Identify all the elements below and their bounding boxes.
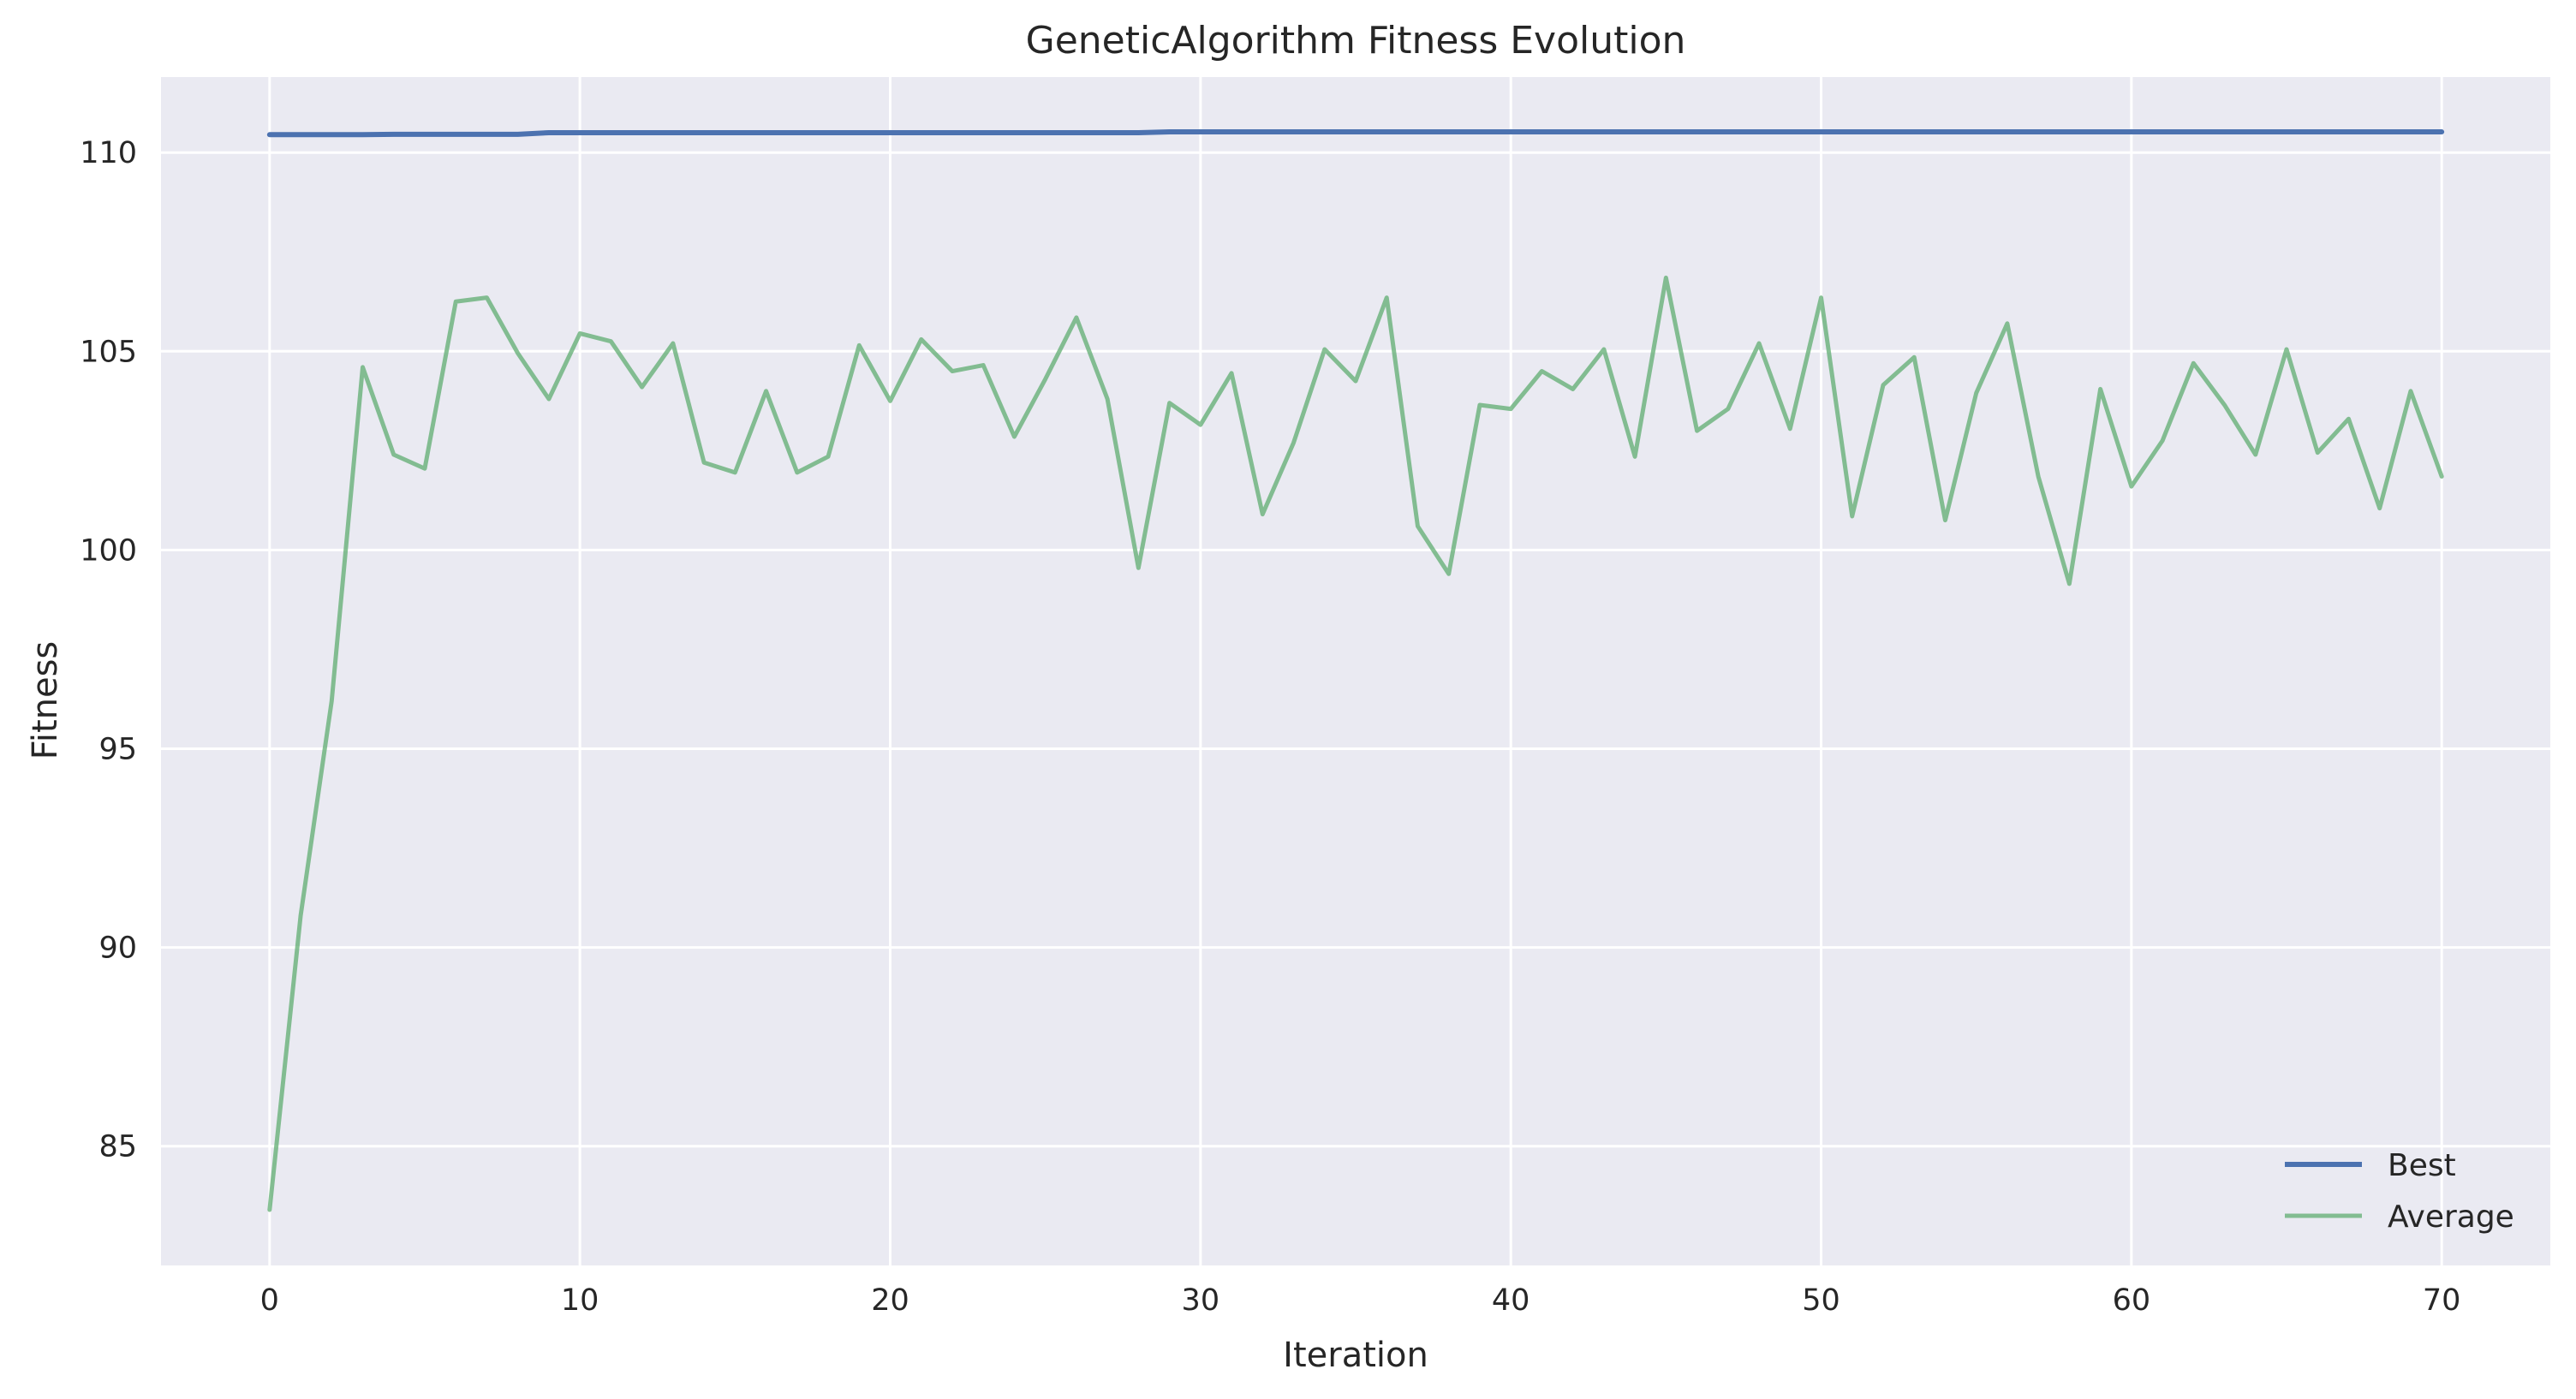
axis-ticks: 0 10 20 30 40 50 60 70 85 90 95 100 105 110	[80, 136, 2460, 1318]
x-axis-label: Iteration	[1283, 1336, 1428, 1375]
x-tick-label: 20	[871, 1283, 909, 1318]
x-tick-label: 50	[1802, 1283, 1840, 1318]
x-tick-label: 0	[260, 1283, 279, 1318]
legend-label: Average	[2388, 1200, 2514, 1235]
y-tick-label: 100	[80, 533, 137, 568]
y-tick-label: 105	[80, 335, 137, 369]
x-tick-label: 70	[2423, 1283, 2461, 1318]
series-line-average	[267, 275, 2444, 1212]
legend-label: Best	[2388, 1148, 2456, 1183]
series-line-best	[266, 129, 2445, 138]
y-tick-label: 110	[80, 136, 137, 170]
x-tick-label: 60	[2113, 1283, 2151, 1318]
y-tick-label: 85	[98, 1130, 137, 1164]
grid	[161, 77, 2550, 1265]
y-tick-label: 95	[98, 733, 137, 767]
y-tick-label: 90	[98, 932, 137, 966]
series-lines	[266, 129, 2445, 1212]
chart-title: GeneticAlgorithm Fitness Evolution	[1026, 19, 1686, 63]
y-axis-label: Fitness	[26, 641, 65, 760]
x-tick-label: 30	[1182, 1283, 1220, 1318]
legend: Best Average	[2285, 1148, 2514, 1235]
plot-area	[161, 77, 2550, 1265]
x-tick-label: 10	[561, 1283, 599, 1318]
x-tick-label: 40	[1492, 1283, 1530, 1318]
